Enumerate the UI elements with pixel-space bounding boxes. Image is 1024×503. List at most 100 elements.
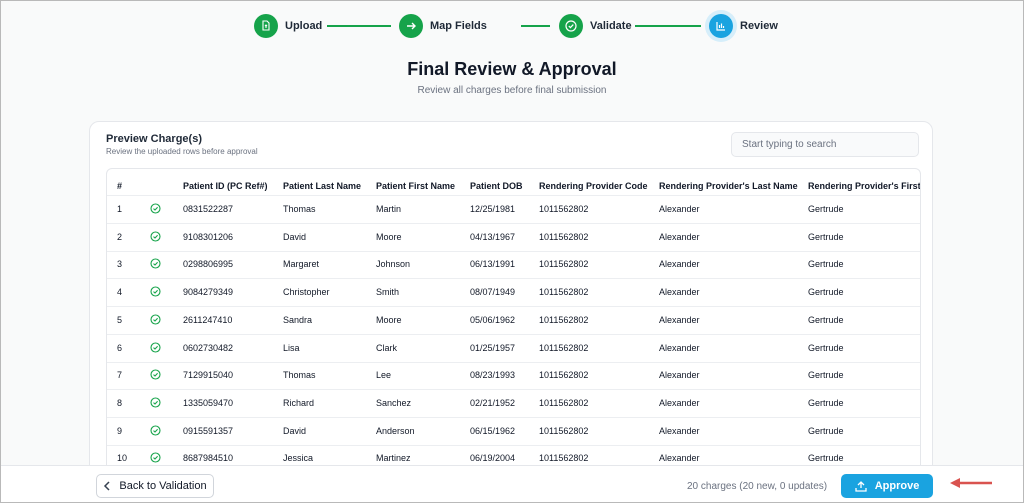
table-cell: Moore bbox=[376, 314, 402, 325]
table-cell: Jessica bbox=[283, 453, 314, 464]
table-cell: Gertrude bbox=[808, 453, 844, 464]
table-cell: David bbox=[283, 231, 307, 242]
check-icon bbox=[150, 286, 161, 297]
table-cell: Alexander bbox=[659, 453, 700, 464]
table: # Patient ID (PC Ref#) Patient Last Name Pa… bbox=[106, 168, 921, 502]
status-icon bbox=[150, 369, 161, 382]
table-cell: 9 bbox=[117, 425, 123, 436]
table-cell: Lisa bbox=[283, 342, 300, 353]
step-icon bbox=[709, 14, 733, 38]
table-cell: 1011562802 bbox=[539, 453, 589, 464]
table-cell: 3 bbox=[117, 259, 123, 270]
table-cell: 1011562802 bbox=[539, 259, 589, 270]
status-icon bbox=[150, 286, 161, 299]
check-icon bbox=[150, 397, 161, 408]
table-cell: 7129915040 bbox=[183, 370, 234, 381]
table-cell: 10 bbox=[117, 453, 128, 464]
table-cell: 1011562802 bbox=[539, 231, 589, 242]
check-icon bbox=[150, 203, 161, 214]
table-cell: Alexander bbox=[659, 314, 700, 325]
row-divider bbox=[107, 444, 920, 446]
table-cell: 06/13/1991 bbox=[470, 259, 516, 270]
column-header: Patient Last Name bbox=[283, 181, 362, 191]
step-glyph bbox=[716, 22, 725, 31]
table-cell: 8 bbox=[117, 397, 123, 408]
table-cell: Gertrude bbox=[808, 370, 844, 381]
table-cell: Martin bbox=[376, 204, 402, 214]
table-cell: Sandra bbox=[283, 314, 313, 325]
search-input[interactable]: Start typing to search bbox=[731, 132, 919, 157]
step-connector bbox=[635, 25, 701, 27]
table-cell: 1335059470 bbox=[183, 397, 234, 408]
check-icon bbox=[150, 425, 161, 436]
table-cell: 9084279349 bbox=[183, 287, 234, 298]
row-divider bbox=[107, 278, 920, 280]
table-cell: 04/13/1967 bbox=[470, 231, 516, 242]
annotation-arrow bbox=[950, 478, 992, 488]
step-glyph bbox=[262, 20, 270, 31]
table-cell: 06/15/1962 bbox=[470, 425, 516, 436]
approve-button[interactable]: Approve bbox=[841, 474, 933, 498]
column-header: Rendering Provider Code bbox=[539, 181, 648, 191]
table-cell: Thomas bbox=[283, 204, 316, 214]
check-icon bbox=[150, 231, 161, 242]
table-cell: 1011562802 bbox=[539, 397, 589, 408]
table-cell: 0298806995 bbox=[183, 259, 234, 270]
upload-icon bbox=[855, 481, 867, 492]
table-cell: Clark bbox=[376, 342, 398, 353]
table-cell: 2 bbox=[117, 231, 123, 242]
check-icon bbox=[150, 341, 161, 353]
column-header: Patient DOB bbox=[470, 181, 523, 191]
table-cell: 1011562802 bbox=[539, 204, 589, 214]
row-divider bbox=[107, 306, 920, 308]
table-cell: Alexander bbox=[659, 204, 700, 214]
status-icon bbox=[150, 258, 161, 271]
table-cell: Smith bbox=[376, 287, 400, 298]
check-icon bbox=[150, 452, 161, 463]
page-subtitle: Review all charges before final submissi… bbox=[417, 85, 607, 96]
status-icon bbox=[150, 341, 161, 355]
back-button[interactable]: Back to Validation bbox=[96, 474, 214, 498]
step-label: Upload bbox=[285, 20, 323, 32]
step-connector bbox=[521, 25, 550, 27]
table-cell: 12/25/1981 bbox=[470, 204, 516, 214]
step-icon bbox=[559, 14, 583, 38]
column-header: Patient ID (PC Ref#) bbox=[183, 181, 268, 191]
table-cell: David bbox=[283, 425, 307, 436]
row-divider bbox=[107, 333, 920, 335]
table-cell: 1011562802 bbox=[539, 370, 589, 381]
status-icon bbox=[150, 397, 161, 410]
status-icon bbox=[150, 314, 161, 327]
table-cell: Martinez bbox=[376, 453, 411, 464]
table-cell: Johnson bbox=[376, 259, 411, 270]
table-cell: Gertrude bbox=[808, 314, 844, 325]
table-cell: 1011562802 bbox=[539, 314, 589, 325]
step-icon bbox=[399, 14, 423, 38]
table-cell: 7 bbox=[117, 370, 123, 381]
check-icon bbox=[150, 369, 161, 380]
step-glyph bbox=[407, 22, 416, 30]
header-divider bbox=[107, 195, 920, 196]
table-cell: 4 bbox=[117, 287, 123, 298]
table-cell: Alexander bbox=[659, 342, 700, 353]
table-cell: 5 bbox=[117, 314, 123, 325]
table-cell: 08/07/1949 bbox=[470, 287, 516, 298]
preview-card: Preview Charge(s) Review the uploaded ro… bbox=[89, 121, 933, 502]
table-cell: 8687984510 bbox=[183, 453, 234, 464]
table-cell: Alexander bbox=[659, 287, 700, 298]
table-cell: Alexander bbox=[659, 231, 700, 242]
check-icon bbox=[150, 314, 161, 325]
table-cell: Gertrude bbox=[808, 287, 844, 298]
table-cell: 1011562802 bbox=[539, 425, 589, 436]
status-icon bbox=[150, 231, 161, 244]
table-cell: Sanchez bbox=[376, 397, 412, 408]
table-cell: 0915591357 bbox=[183, 425, 234, 436]
table-cell: 2611247410 bbox=[183, 314, 233, 325]
status-icon bbox=[150, 452, 161, 465]
table-cell: Thomas bbox=[283, 370, 316, 381]
summary-text: 20 charges (20 new, 0 updates) bbox=[687, 481, 828, 492]
step-glyph bbox=[565, 20, 577, 32]
step-icon bbox=[254, 14, 278, 38]
table-cell: Alexander bbox=[659, 370, 700, 381]
